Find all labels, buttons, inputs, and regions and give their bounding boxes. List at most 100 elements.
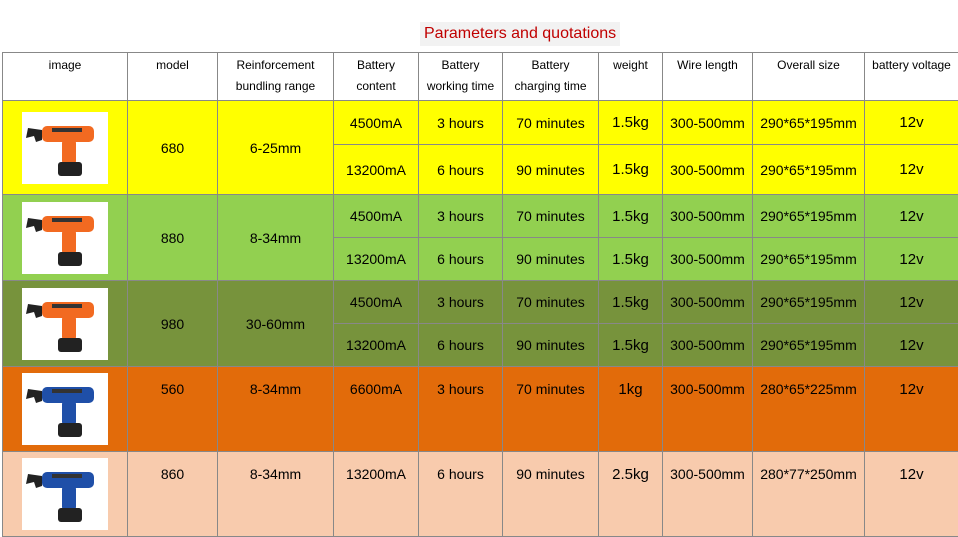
tool-image [22, 373, 108, 445]
header-cell: Overall size [753, 53, 865, 101]
spec-cell: 1.5kg [599, 281, 663, 324]
spec-cell: 3 hours [419, 367, 503, 452]
image-box [22, 202, 108, 274]
range-cell: 30-60mm [218, 281, 334, 367]
spec-cell: 300-500mm [663, 195, 753, 238]
tool-battery [58, 338, 82, 352]
header-cell: Battery working time [419, 53, 503, 101]
spec-cell: 4500mA [334, 281, 419, 324]
spec-cell: 12v [865, 195, 958, 238]
spec-cell: 70 minutes [503, 281, 599, 324]
image-box [22, 458, 108, 530]
spec-cell: 4500mA [334, 195, 419, 238]
header-cell: weight [599, 53, 663, 101]
spec-cell: 290*65*195mm [753, 101, 865, 145]
spec-cell: 290*65*195mm [753, 238, 865, 281]
model-cell: 860 [128, 452, 218, 537]
tool-handle [62, 140, 76, 164]
tool-handle [62, 486, 76, 510]
spec-cell: 300-500mm [663, 238, 753, 281]
spec-cell: 4500mA [334, 101, 419, 145]
tool-label [52, 474, 82, 478]
tool-battery [58, 162, 82, 176]
image-cell [3, 452, 128, 537]
tool-label [52, 304, 82, 308]
tool-image [22, 288, 108, 360]
spec-cell: 6 hours [419, 324, 503, 367]
tool-battery [58, 423, 82, 437]
spec-cell: 290*65*195mm [753, 145, 865, 195]
tool-jaw [26, 218, 42, 232]
tool-image [22, 202, 108, 274]
spec-cell: 3 hours [419, 101, 503, 145]
range-cell: 8-34mm [218, 367, 334, 452]
spec-cell: 1.5kg [599, 195, 663, 238]
spec-cell: 6 hours [419, 238, 503, 281]
page-title: Parameters and quotations [420, 22, 620, 46]
spec-cell: 280*65*225mm [753, 367, 865, 452]
range-cell: 6-25mm [218, 101, 334, 195]
spec-cell: 1.5kg [599, 324, 663, 367]
header-cell: model [128, 53, 218, 101]
range-cell: 8-34mm [218, 195, 334, 281]
spec-cell: 1kg [599, 367, 663, 452]
tool-label [52, 389, 82, 393]
spec-cell: 290*65*195mm [753, 281, 865, 324]
image-cell [3, 101, 128, 195]
image-box [22, 112, 108, 184]
spec-cell: 6 hours [419, 452, 503, 537]
spec-cell: 90 minutes [503, 238, 599, 281]
header-cell: Battery charging time [503, 53, 599, 101]
range-cell: 8-34mm [218, 452, 334, 537]
header-cell: Wire length [663, 53, 753, 101]
spec-cell: 12v [865, 145, 958, 195]
tool-jaw [26, 304, 42, 318]
spec-cell: 3 hours [419, 195, 503, 238]
spec-cell: 70 minutes [503, 195, 599, 238]
spec-cell: 13200mA [334, 238, 419, 281]
header-cell: image [3, 53, 128, 101]
spec-cell: 290*65*195mm [753, 324, 865, 367]
spec-cell: 12v [865, 281, 958, 324]
spec-cell: 70 minutes [503, 367, 599, 452]
tool-label [52, 128, 82, 132]
tool-jaw [26, 389, 42, 403]
spec-cell: 300-500mm [663, 452, 753, 537]
model-cell: 880 [128, 195, 218, 281]
spec-cell: 90 minutes [503, 452, 599, 537]
model-cell: 680 [128, 101, 218, 195]
model-cell: 560 [128, 367, 218, 452]
image-cell [3, 281, 128, 367]
spec-cell: 90 minutes [503, 145, 599, 195]
spec-cell: 6 hours [419, 145, 503, 195]
spec-cell: 90 minutes [503, 324, 599, 367]
spec-cell: 12v [865, 367, 958, 452]
spec-cell: 300-500mm [663, 367, 753, 452]
spec-cell: 13200mA [334, 324, 419, 367]
header-cell: battery voltage [865, 53, 958, 101]
tool-jaw [26, 474, 42, 488]
spec-cell: 1.5kg [599, 145, 663, 195]
tool-label [52, 218, 82, 222]
spec-cell: 1.5kg [599, 238, 663, 281]
spec-cell: 3 hours [419, 281, 503, 324]
image-box [22, 288, 108, 360]
spec-cell: 12v [865, 101, 958, 145]
spec-cell: 13200mA [334, 452, 419, 537]
tool-handle [62, 316, 76, 340]
image-cell [3, 367, 128, 452]
spec-cell: 12v [865, 238, 958, 281]
spec-cell: 12v [865, 452, 958, 537]
spec-cell: 13200mA [334, 145, 419, 195]
spec-cell: 290*65*195mm [753, 195, 865, 238]
spec-cell: 300-500mm [663, 324, 753, 367]
tool-battery [58, 252, 82, 266]
